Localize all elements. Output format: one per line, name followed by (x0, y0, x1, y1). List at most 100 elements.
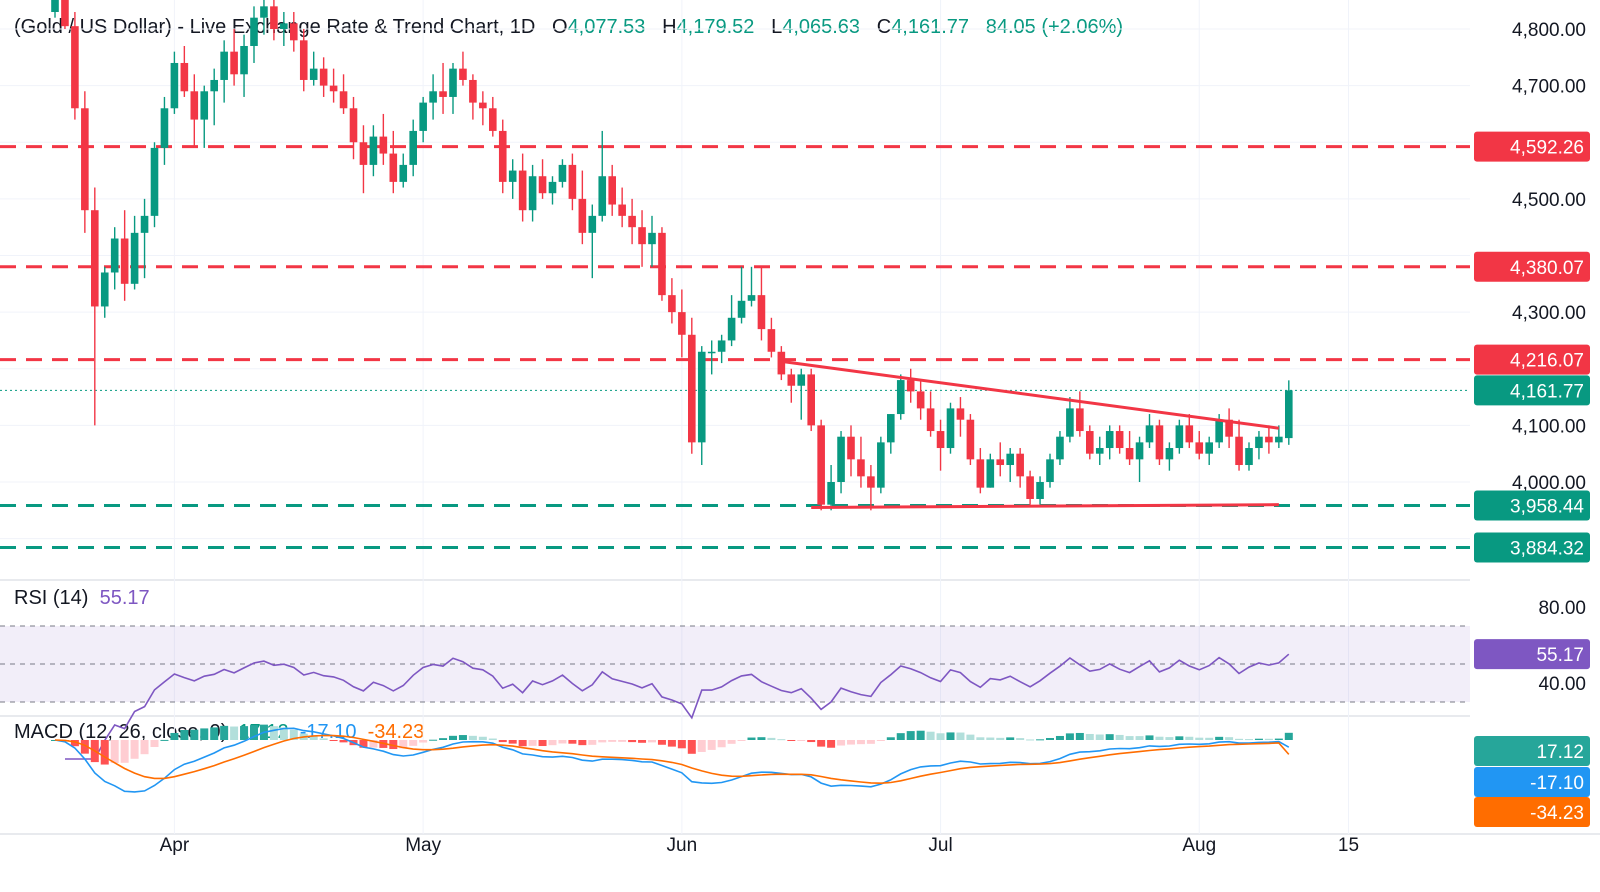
macd-histogram-bar (926, 731, 935, 740)
support-level-badge (1474, 490, 1590, 521)
macd-histogram-bar (667, 740, 676, 747)
price-tick-label: 4,500.00 (1512, 190, 1586, 211)
macd-histogram-bar (1175, 736, 1184, 740)
candle-body (1076, 408, 1084, 432)
trendline (811, 503, 1279, 509)
macd-histogram-bar (319, 738, 328, 740)
candle-body (1215, 419, 1223, 443)
macd-histogram-bar (339, 740, 348, 743)
candle-body (1145, 425, 1154, 443)
last-price-badge (1474, 375, 1590, 406)
macd-histogram-bar (240, 726, 249, 740)
candle-body (518, 170, 527, 211)
macd-histogram-bar (1115, 734, 1124, 740)
candle-body (1225, 419, 1233, 437)
macd-histogram-bar (130, 740, 139, 759)
time-axis[interactable]: Apr May Jun Jul Aug 15 (160, 835, 1359, 856)
macd-histogram-bar (498, 740, 507, 743)
candle-body (797, 374, 806, 386)
macd-histogram-bar (906, 731, 915, 740)
candle-body (568, 164, 577, 199)
time-tick-label: Apr (160, 835, 190, 856)
macd-histogram-bar (279, 727, 288, 740)
candle-body (469, 79, 477, 103)
price-tick-label: 4,300.00 (1512, 303, 1586, 324)
candle-body (528, 176, 537, 211)
rsi-badge (1474, 639, 1590, 670)
candle-body (598, 176, 607, 216)
macd-histogram-bar (618, 740, 627, 742)
candle-body (150, 147, 159, 216)
candle-body (270, 6, 278, 29)
candle-body (1195, 442, 1204, 454)
grid (0, 0, 1600, 835)
candle-body (926, 408, 935, 432)
macd-histogram-bar (508, 740, 517, 744)
candle-body (409, 130, 417, 165)
price-tick-label: 4,700.00 (1512, 77, 1586, 98)
candle-body (558, 164, 567, 182)
macd-histogram-bar (876, 740, 885, 741)
macd-histogram-bar (817, 740, 826, 747)
candle-body (1265, 436, 1273, 443)
macd-histogram-bar (439, 738, 448, 740)
trendline (781, 359, 1280, 430)
rsi-title[interactable]: RSI (14) (14, 587, 89, 609)
candle-body (359, 142, 368, 165)
candle-body (81, 108, 89, 211)
candle-body (697, 351, 706, 443)
macd-histogram-bar (1145, 735, 1154, 740)
candles[interactable] (51, 0, 1293, 511)
rsi-legend: RSI (14) 55.17 (14, 587, 150, 610)
candle-body (51, 0, 59, 13)
candle-body (1125, 448, 1134, 460)
candle-body (180, 62, 189, 92)
macd-histogram-bar (399, 740, 408, 749)
macd-histogram-bar (677, 740, 686, 749)
open-label: O (552, 16, 568, 38)
macd-histogram-bar (1205, 737, 1214, 740)
macd-histogram-bar (807, 740, 816, 743)
macd-line (54, 727, 1290, 793)
macd-histogram-bar (250, 725, 258, 740)
macd-histogram-bar (120, 740, 129, 763)
macd-histogram-bar (1155, 736, 1164, 740)
candle-body (329, 85, 338, 92)
macd-histogram-bar (598, 740, 607, 743)
macd-histogram-bar (1055, 735, 1064, 740)
candle-body (369, 136, 378, 165)
close-value: 4,161.77 (891, 16, 970, 38)
macd-histogram-bar (568, 740, 577, 744)
candle-body (1046, 459, 1054, 482)
macd-histogram-bar (727, 740, 736, 744)
rsi-pane[interactable] (0, 625, 1470, 760)
high-label: H (662, 16, 677, 38)
candle-body (847, 436, 855, 460)
candle-body (120, 238, 129, 284)
trendlines[interactable] (781, 359, 1280, 509)
macd-hist-badge-text: 17.12 (1536, 742, 1584, 763)
price-axis[interactable]: 4,800.00 4,700.00 4,500.00 4,300.00 4,100.00… (1474, 20, 1590, 827)
candle-body (1066, 408, 1074, 437)
candle-body (717, 340, 726, 352)
macd-histogram-bar (488, 738, 497, 740)
candle-body (459, 68, 467, 80)
candle-body (837, 436, 845, 482)
macd-histogram-bar (538, 740, 547, 747)
candle-body (1155, 425, 1164, 460)
macd-pane[interactable] (51, 724, 1293, 793)
macd-histogram-bar (200, 728, 209, 740)
macd-histogram-bar (558, 740, 567, 744)
macd-histogram-bar (468, 735, 477, 740)
macd-histogram-bar (289, 729, 298, 740)
macd-histogram-bar (976, 737, 985, 740)
candle-body (1185, 425, 1194, 443)
macd-histogram-bar (648, 740, 656, 743)
candle-body (608, 176, 616, 205)
candle-body (319, 68, 328, 86)
change-value: 84.05 (+2.06%) (985, 16, 1124, 38)
macd-histogram-bar (866, 740, 875, 744)
macd-histogram-bar (936, 733, 945, 740)
candle-body (1235, 436, 1243, 466)
